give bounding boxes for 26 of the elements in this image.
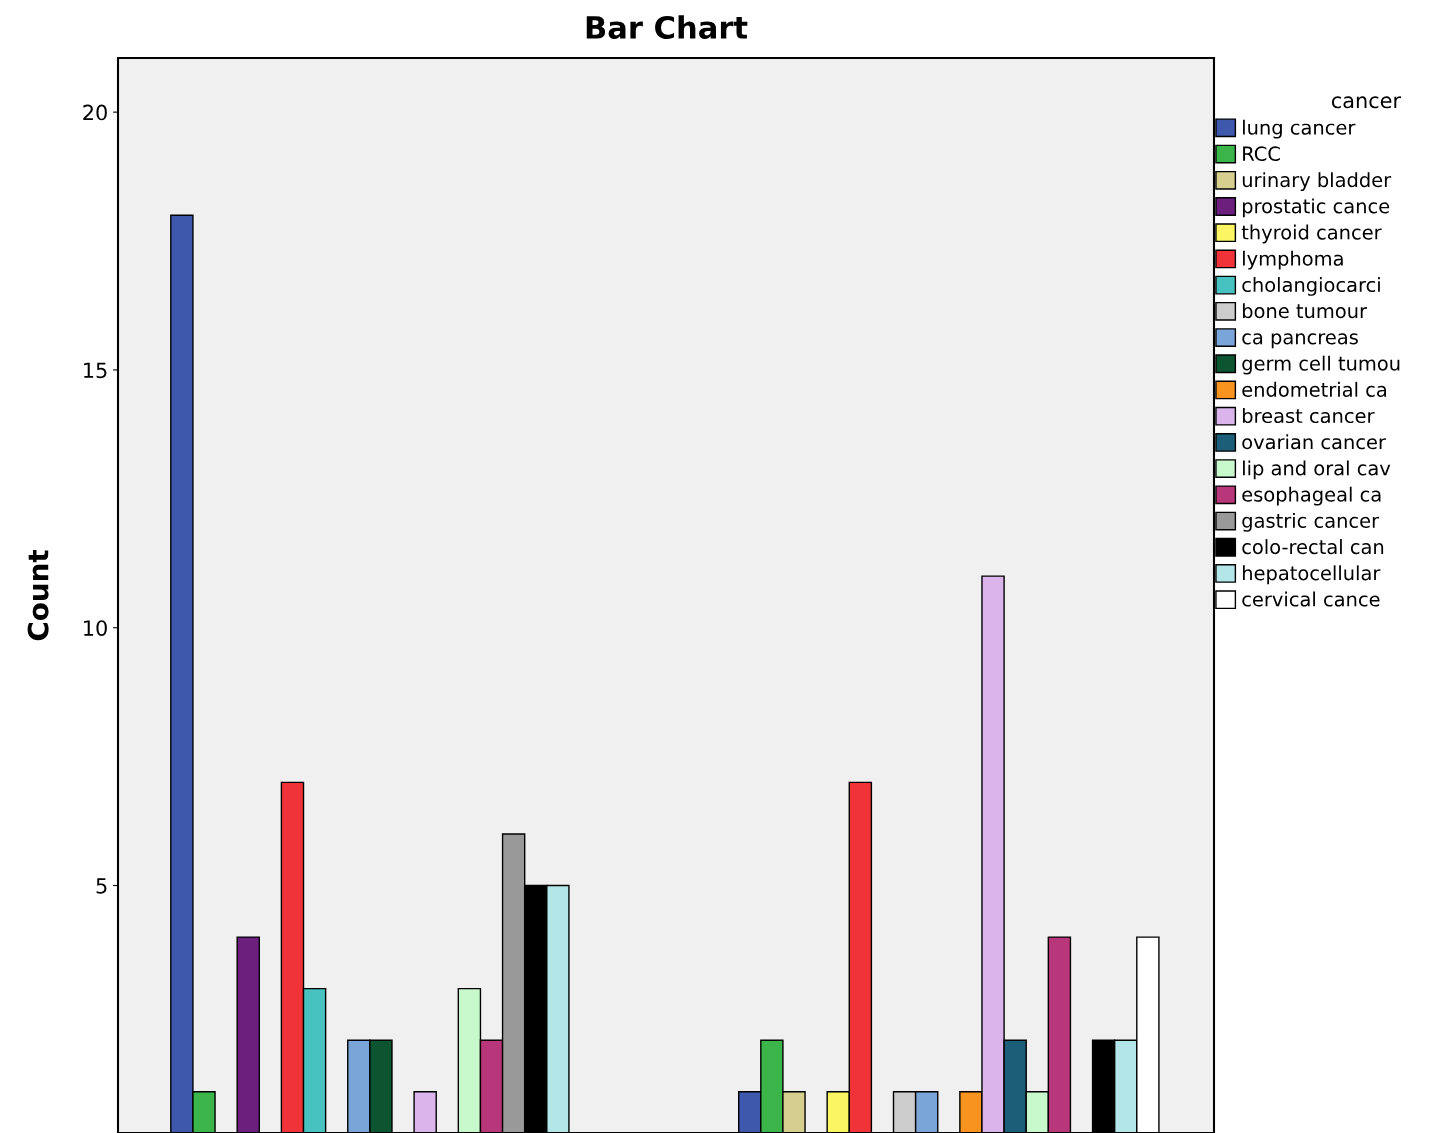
legend-label: ovarian cancer — [1242, 434, 1386, 450]
chart-title: Bar Chart — [586, 15, 748, 39]
legend-label: RCC — [1243, 146, 1280, 162]
legend-label: cervical cance — [1242, 591, 1380, 607]
legend-label: cholangiocarci — [1242, 277, 1380, 296]
y-axis-title: Count — [27, 549, 49, 641]
y-tick-label: 20 — [83, 104, 107, 121]
y-tick-label: 15 — [84, 362, 107, 379]
legend-label: esophageal ca — [1242, 486, 1381, 506]
legend-label: thyroid cancer — [1241, 224, 1382, 244]
legend-label: endometrial ca — [1242, 381, 1387, 397]
legend-label: germ cell tumou — [1242, 355, 1400, 375]
legend-label: lung cancer — [1243, 119, 1356, 139]
legend-title: cancer — [1331, 96, 1402, 109]
legend-label: gastric cancer — [1242, 512, 1380, 532]
legend-label: breast cancer — [1242, 408, 1375, 424]
legend-label: hepatocellular — [1242, 565, 1381, 585]
legend-label: bone tumour — [1242, 303, 1368, 319]
legend-label: ca pancreas — [1242, 333, 1358, 349]
legend-label: prostatic cance — [1242, 198, 1390, 218]
y-tick-label: 5 — [96, 878, 107, 894]
legend-label: lip and oral cav — [1243, 460, 1391, 480]
legend-label: lymphoma — [1243, 250, 1343, 270]
legend-label: colo-rectal can — [1242, 539, 1384, 555]
legend-label: urinary bladder — [1242, 172, 1392, 191]
y-tick-label: 10 — [84, 620, 107, 636]
